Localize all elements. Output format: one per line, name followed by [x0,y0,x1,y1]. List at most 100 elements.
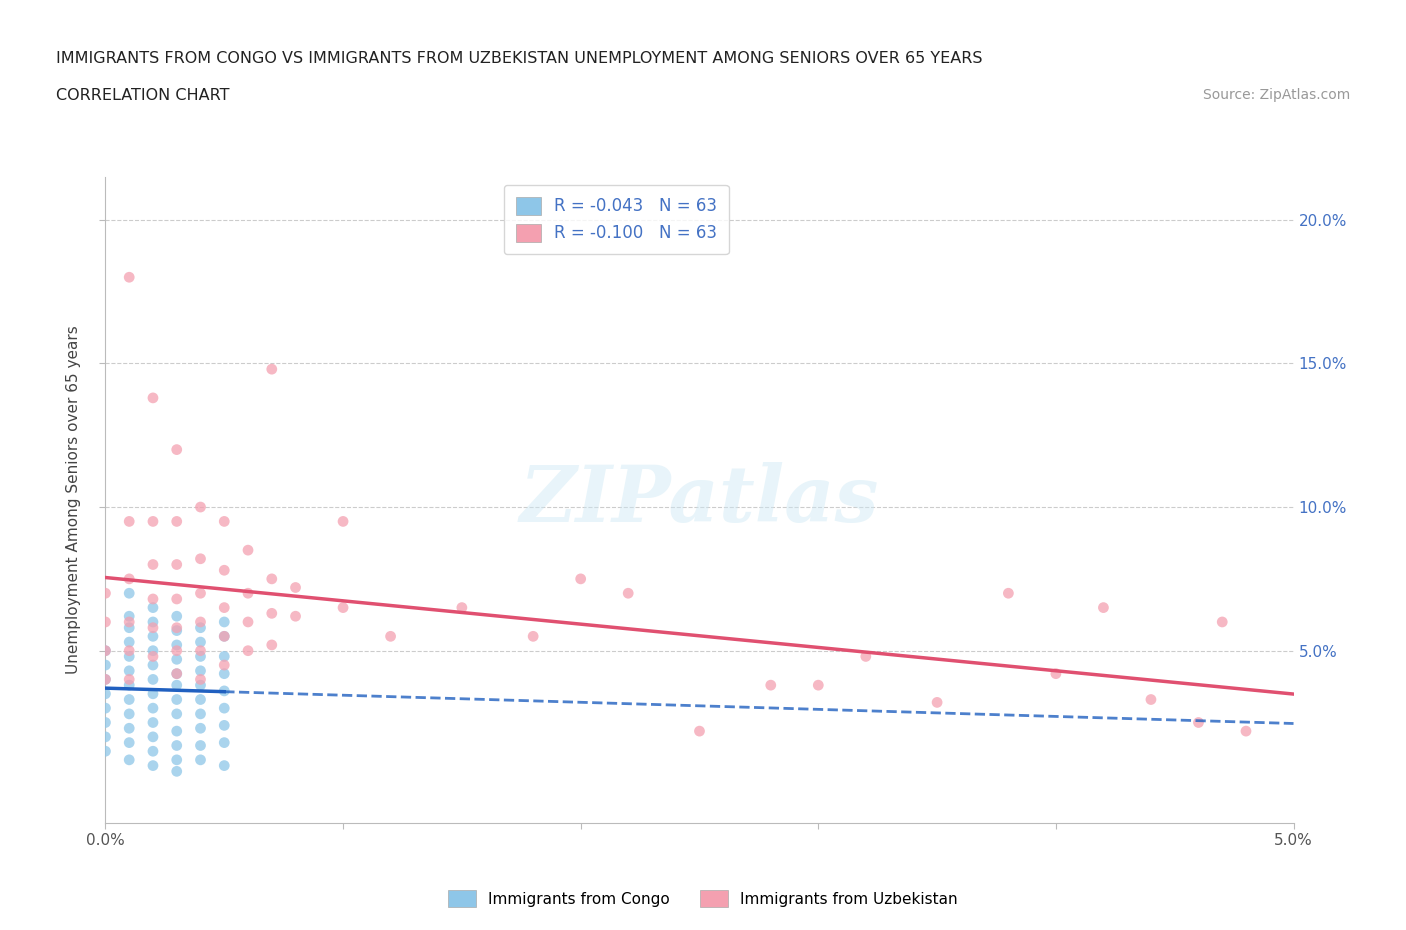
Point [260,362,283,377]
Point [166,752,188,767]
Point [142,644,165,658]
Point [332,514,354,529]
Point [94,658,117,672]
Point [214,514,236,529]
Point [450,600,472,615]
Point [118,634,141,649]
Point [94,586,117,601]
Point [166,442,188,457]
Point [617,586,640,601]
Legend: R = -0.043   N = 63, R = -0.100   N = 63: R = -0.043 N = 63, R = -0.100 N = 63 [503,185,728,254]
Point [94,644,117,658]
Point [284,609,307,624]
Point [118,707,141,722]
Point [94,744,117,759]
Point [166,652,188,667]
Point [166,609,188,624]
Point [1045,666,1067,681]
Point [142,729,165,744]
Point [142,591,165,606]
Point [118,586,141,601]
Point [118,620,141,635]
Point [190,649,212,664]
Point [214,629,236,644]
Point [118,649,141,664]
Point [236,543,259,558]
Point [260,606,283,621]
Point [236,586,259,601]
Point [214,563,236,578]
Text: ZIPatlas: ZIPatlas [520,461,879,538]
Point [759,678,782,693]
Point [807,678,830,693]
Point [214,658,236,672]
Point [94,672,117,687]
Point [118,692,141,707]
Point [166,666,188,681]
Point [855,649,877,664]
Point [214,600,236,615]
Point [142,686,165,701]
Point [94,672,117,687]
Point [190,752,212,767]
Point [190,663,212,678]
Point [142,672,165,687]
Point [190,672,212,687]
Point [118,609,141,624]
Point [166,764,188,778]
Point [997,586,1019,601]
Point [236,615,259,630]
Point [94,729,117,744]
Point [118,678,141,693]
Point [94,715,117,730]
Point [118,752,141,767]
Point [190,634,212,649]
Legend: Immigrants from Congo, Immigrants from Uzbekistan: Immigrants from Congo, Immigrants from U… [443,884,963,913]
Point [166,620,188,635]
Point [1187,715,1209,730]
Text: IMMIGRANTS FROM CONGO VS IMMIGRANTS FROM UZBEKISTAN UNEMPLOYMENT AMONG SENIORS O: IMMIGRANTS FROM CONGO VS IMMIGRANTS FROM… [56,51,983,66]
Point [166,623,188,638]
Point [214,629,236,644]
Point [190,620,212,635]
Point [166,557,188,572]
Point [332,600,354,615]
Point [166,692,188,707]
Point [260,571,283,586]
Point [166,707,188,722]
Point [190,707,212,722]
Point [166,678,188,693]
Point [142,658,165,672]
Point [142,700,165,715]
Point [118,663,141,678]
Point [190,721,212,736]
Point [1140,692,1163,707]
Point [94,644,117,658]
Point [190,738,212,753]
Y-axis label: Unemployment Among Seniors over 65 years: Unemployment Among Seniors over 65 years [66,326,82,674]
Point [166,514,188,529]
Point [166,637,188,652]
Point [190,499,212,514]
Point [142,615,165,630]
Point [118,736,141,751]
Point [142,758,165,773]
Point [94,615,117,630]
Point [118,644,141,658]
Point [214,700,236,715]
Point [1234,724,1257,738]
Point [142,514,165,529]
Point [142,629,165,644]
Point [214,666,236,681]
Point [142,649,165,664]
Point [142,391,165,405]
Point [689,724,711,738]
Point [1211,615,1233,630]
Point [118,721,141,736]
Point [118,672,141,687]
Point [236,644,259,658]
Point [142,557,165,572]
Point [118,615,141,630]
Point [214,615,236,630]
Point [142,744,165,759]
